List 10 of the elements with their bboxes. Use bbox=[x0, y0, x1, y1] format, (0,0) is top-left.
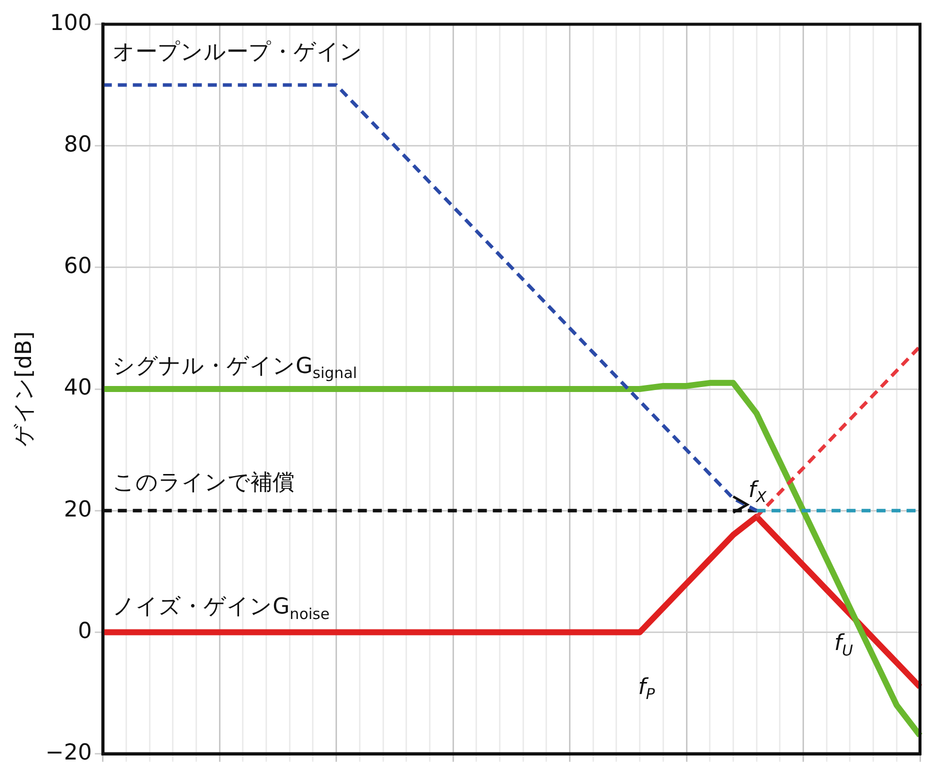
y-tick-label: 60 bbox=[64, 254, 92, 280]
y-tick-label: 100 bbox=[50, 10, 92, 36]
y-tick-label: −20 bbox=[45, 740, 92, 766]
annotation: オープンループ・ゲイン bbox=[112, 40, 363, 66]
y-tick-label: 0 bbox=[78, 618, 92, 644]
y-tick-label: 20 bbox=[64, 497, 92, 522]
y-axis-title: ゲイン[dB] bbox=[12, 331, 37, 447]
y-tick-label: 40 bbox=[64, 376, 92, 401]
y-tick-label: 80 bbox=[64, 132, 92, 158]
annotation: このラインで補償 bbox=[112, 470, 295, 496]
